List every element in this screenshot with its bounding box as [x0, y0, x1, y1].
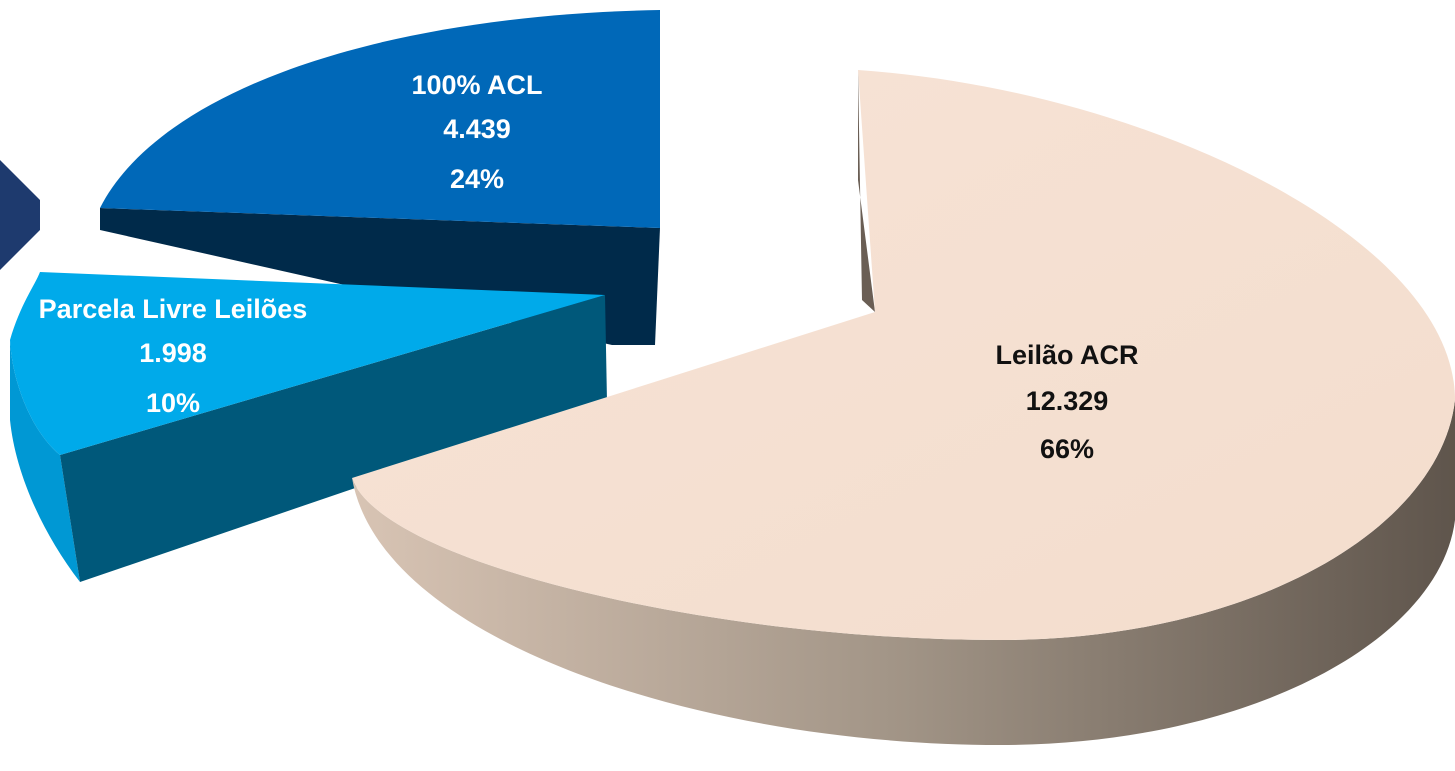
label-acl-name: 100% ACL — [411, 70, 542, 100]
slice-parcela-top — [10, 272, 605, 455]
label-parcela-name: Parcela Livre Leilões — [39, 294, 308, 324]
label-parcela-value: 1.998 — [139, 338, 207, 368]
slice-parcela-side — [10, 340, 80, 582]
label-acl-value: 4.439 — [443, 114, 511, 144]
slice-acr-inner — [858, 70, 875, 312]
label-acr-name: Leilão ACR — [995, 340, 1138, 370]
label-acr: Leilão ACR 12.329 66% — [995, 340, 1138, 464]
slice-acr-front — [352, 400, 1455, 745]
arrow-icon — [0, 160, 40, 270]
slice-acr[interactable] — [352, 70, 1455, 745]
label-acr-value: 12.329 — [1026, 386, 1109, 416]
slice-acr-top — [352, 70, 1455, 640]
label-acl-percent: 24% — [450, 164, 504, 194]
label-acr-percent: 66% — [1040, 434, 1094, 464]
slice-acl-top — [100, 10, 660, 228]
label-acl: 100% ACL 4.439 24% — [411, 70, 542, 194]
label-parcela: Parcela Livre Leilões 1.998 10% — [39, 294, 308, 418]
label-parcela-percent: 10% — [146, 388, 200, 418]
slice-parcela[interactable] — [10, 272, 607, 582]
slice-parcela-front — [60, 295, 607, 582]
